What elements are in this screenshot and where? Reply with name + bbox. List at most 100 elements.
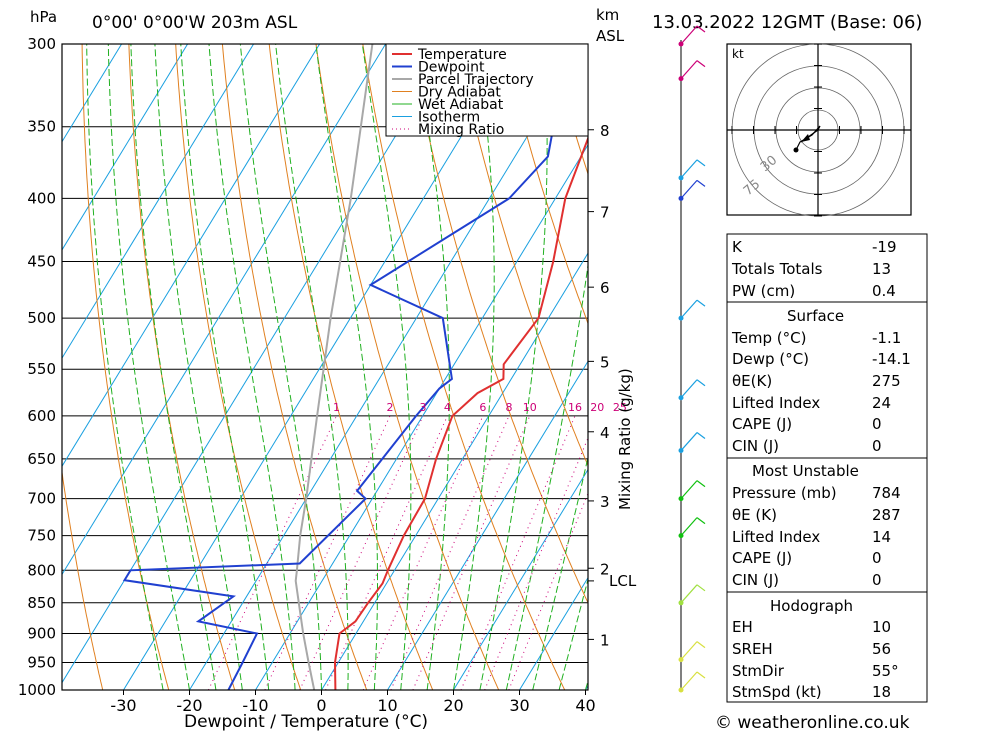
wet-adiabat-line: [130, 44, 217, 690]
wind-barb-feather: [696, 517, 706, 525]
mixing-ratio-label: 16: [568, 401, 582, 414]
mu-cape-label: CAPE (J): [732, 549, 792, 567]
mu-li-value: 14: [872, 528, 891, 546]
wind-barb-staff: [680, 179, 698, 199]
wind-barb-feather: [696, 584, 706, 592]
hodograph-unit: kt: [732, 47, 744, 61]
tt-value: 13: [872, 260, 891, 278]
axis-labels: 3003504004505005506006507007508008509009…: [18, 35, 637, 715]
wind-level-dot: [678, 496, 684, 502]
surface-cin-value: 0: [872, 437, 882, 455]
km-tick-label: 5: [600, 353, 610, 371]
surface-cape-value: 0: [872, 415, 882, 433]
parcel-trajectory-line: [294, 44, 374, 690]
tt-label: Totals Totals: [731, 260, 823, 278]
dry-adiabat-line: [221, 44, 368, 690]
dry-adiabat-line: [362, 44, 566, 690]
mixing-ratio-label: 8: [505, 401, 512, 414]
k-label: K: [732, 238, 743, 256]
wind-barb-staff: [680, 159, 698, 179]
wind-barb-staff: [680, 60, 698, 80]
km-tick-label: 8: [600, 122, 610, 140]
datetime-label: 13.03.2022 12GMT (Base: 06): [652, 12, 922, 33]
dry-adiabat-line: [315, 44, 500, 690]
surface-temp-label: Temp (°C): [731, 329, 806, 347]
x-tick-label: 10: [377, 696, 397, 715]
mu-cin-value: 0: [872, 571, 882, 589]
isotherm-line: [62, 44, 321, 468]
temperature-line: [333, 135, 588, 690]
km-tick-label: 4: [600, 424, 610, 442]
surface-theta-label: θE(K): [732, 372, 772, 390]
credit-label: © weatheronline.co.uk: [715, 713, 910, 733]
wind-barb-staff: [680, 432, 698, 451]
surface-theta-value: 275: [872, 372, 901, 390]
x-axis-title: Dewpoint / Temperature (°C): [184, 712, 428, 732]
mixing-ratio-line: [390, 415, 510, 690]
mixing-ratio-label: 10: [523, 401, 537, 414]
mu-cin-label: CIN (J): [732, 571, 779, 589]
x-tick-label: -20: [176, 696, 202, 715]
legend-parcel: Parcel Trajectory: [418, 72, 534, 88]
isotherm-line: [62, 44, 123, 143]
wind-barb-feather: [696, 179, 706, 187]
wind-barb-feather: [696, 379, 706, 387]
mixing-ratio-label: 20: [590, 401, 604, 414]
mixing-ratio-line: [484, 436, 588, 690]
wind-level-dot: [678, 76, 684, 82]
km-unit-label: km: [596, 6, 619, 24]
pressure-tick-label: 750: [27, 527, 56, 545]
mixing-ratio-label: 4: [444, 401, 451, 414]
asl-unit-label: ASL: [596, 27, 625, 45]
mixing-ratio-line: [207, 415, 337, 690]
pressure-tick-label: 500: [27, 309, 56, 327]
pressure-tick-label: 850: [27, 594, 56, 612]
hpa-unit-label: hPa: [30, 8, 57, 26]
mu-theta-label: θE (K): [732, 506, 777, 524]
pressure-tick-label: 600: [27, 407, 56, 425]
pressure-tick-label: 950: [27, 653, 56, 671]
pressure-tick-label: 1000: [18, 681, 56, 699]
surface-cape-label: CAPE (J): [732, 415, 792, 433]
wet-adiabat-line: [86, 44, 164, 690]
dry-adiabat-line: [268, 44, 434, 690]
mixing-ratio-line: [412, 415, 531, 690]
surface-temp-value: -1.1: [872, 329, 901, 347]
pressure-tick-label: 900: [27, 624, 56, 642]
wet-adiabat-line: [505, 262, 588, 690]
wind-barb-feather: [696, 432, 706, 440]
wind-level-dot: [678, 195, 684, 201]
eh-value: 10: [872, 618, 891, 636]
stmspd-label: StmSpd (kt): [732, 683, 822, 701]
mu-pressure-value: 784: [872, 484, 901, 502]
wet-adiabat-line: [479, 44, 548, 690]
dry-adiabat-line: [175, 44, 302, 690]
wind-barb-feather: [696, 60, 706, 68]
wet-adiabat-line: [415, 44, 450, 690]
skewt-plot-area: [62, 44, 588, 690]
location-label: 0°00' 0°00'W 203m ASL: [92, 13, 298, 33]
mixing-ratio-label: 3: [420, 401, 427, 414]
km-tick-label: 6: [600, 279, 610, 297]
wet-adiabat-line: [275, 44, 349, 690]
isotherm-line: [387, 360, 588, 690]
mu-li-label: Lifted Index: [732, 528, 820, 546]
wind-level-dot: [678, 657, 684, 663]
lcl-label: LCL: [609, 572, 637, 590]
mu-cape-value: 0: [872, 549, 882, 567]
km-tick-label: 7: [600, 204, 610, 222]
wind-barb-staff: [680, 641, 698, 661]
mu-theta-value: 287: [872, 506, 901, 524]
pressure-tick-label: 400: [27, 189, 56, 207]
isotherm-line: [62, 44, 189, 251]
pressure-tick-label: 700: [27, 490, 56, 508]
surface-dewp-label: Dewp (°C): [732, 350, 809, 368]
wind-profile: [678, 25, 706, 693]
wind-barb-staff: [680, 379, 698, 399]
dewpoint-line: [122, 44, 585, 690]
mixing-ratio-label: 25: [613, 401, 627, 414]
isotherm-line: [519, 576, 588, 690]
legend-temperature: Temperature: [417, 47, 507, 63]
wind-barb-feather: [696, 299, 706, 307]
km-tick-label: 2: [600, 560, 610, 578]
